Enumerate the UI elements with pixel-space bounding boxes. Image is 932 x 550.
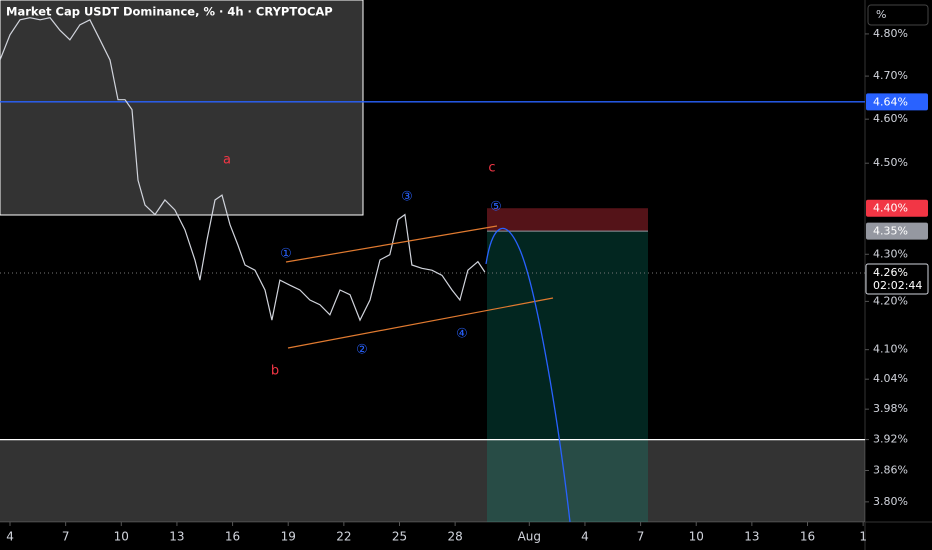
x-tick-label: 16: [800, 530, 815, 544]
highlight-box: [0, 0, 364, 216]
wave-label: ③: [401, 190, 413, 205]
x-tick-label: 19: [281, 530, 296, 544]
y-tick-label: 3.86%: [873, 463, 908, 476]
wave-label: b: [271, 364, 279, 379]
projection-curve: [485, 227, 571, 523]
price-tag-label: 4.64%: [873, 95, 908, 108]
y-tick-label: 4.30%: [873, 247, 908, 260]
x-tick-label: 22: [336, 530, 351, 544]
y-tick-label: 4.80%: [873, 27, 908, 40]
price-tag: [866, 222, 928, 240]
y-tick-label: 4.04%: [873, 372, 908, 385]
x-tick-label: 10: [689, 530, 704, 544]
target-zone: [487, 231, 648, 522]
x-tick-label: Aug: [518, 530, 541, 544]
price-tag-countdown: 02:02:44: [873, 279, 922, 292]
y-tick-label: 4.60%: [873, 112, 908, 125]
x-tick-label: 4: [581, 530, 589, 544]
y-tick-label: 4.20%: [873, 294, 908, 307]
y-tick-label: 3.92%: [873, 433, 908, 446]
y-tick-label: 4.50%: [873, 156, 908, 169]
x-tick-label: 10: [114, 530, 129, 544]
axis-unit: %: [876, 8, 886, 21]
stop-zone: [487, 208, 648, 232]
y-tick-label: 3.98%: [873, 402, 908, 415]
channel-upper: [285, 225, 498, 263]
x-tick-label: 1: [859, 530, 867, 544]
wave-label: ②: [356, 343, 368, 358]
price-tag-label: 4.35%: [873, 225, 908, 238]
wave-label: c: [488, 161, 495, 176]
wave-label: ④: [456, 327, 468, 342]
x-tick-label: 16: [225, 530, 240, 544]
x-tick-label: 13: [169, 530, 184, 544]
x-tick-label: 28: [447, 530, 462, 544]
x-tick-label: 4: [6, 530, 14, 544]
price-line: [0, 17, 486, 322]
lower-zone: [0, 439, 865, 522]
chart-title: Market Cap USDT Dominance, % · 4h · CRYP…: [6, 5, 333, 19]
price-tag: [865, 263, 929, 295]
x-tick-label: 7: [62, 530, 70, 544]
wave-label: a: [223, 153, 231, 168]
y-tick-label: 3.80%: [873, 495, 908, 508]
y-tick-label: 4.70%: [873, 69, 908, 82]
price-tag-label: 4.40%: [873, 202, 908, 215]
x-tick-label: 25: [392, 530, 407, 544]
price-tag: [866, 199, 928, 217]
wave-label: ①: [280, 247, 292, 262]
unit-button[interactable]: [867, 4, 929, 26]
x-tick-label: 13: [744, 530, 759, 544]
y-tick-label: 4.10%: [873, 343, 908, 356]
price-tag: [866, 93, 928, 111]
wave-label: ⑤: [490, 200, 502, 215]
channel-lower: [287, 297, 554, 349]
price-tag-label: 4.26%: [873, 266, 908, 279]
x-tick-label: 7: [637, 530, 645, 544]
